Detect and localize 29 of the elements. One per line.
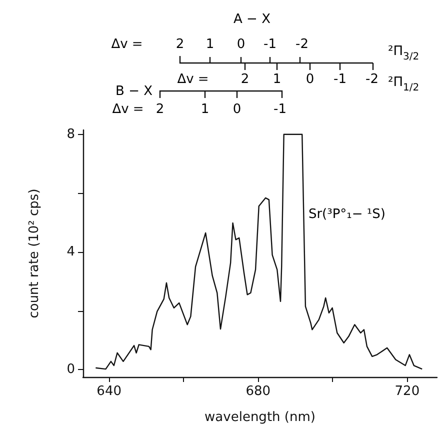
text: Δv = — [111, 37, 143, 52]
text: 1 — [272, 72, 282, 87]
text: 0 — [232, 102, 242, 117]
x-tick-label: 640 — [96, 384, 122, 399]
text: A − X — [234, 12, 271, 27]
text: -2 — [366, 72, 378, 87]
x-axis-title: wavelength (nm) — [204, 410, 316, 425]
text: -1 — [264, 37, 276, 52]
text: 1 — [200, 102, 210, 117]
y-axis-title: count rate (10² cps) — [27, 188, 42, 318]
x-tick-label: 680 — [246, 384, 271, 399]
text: Δv = — [177, 72, 209, 87]
text: -1 — [274, 102, 286, 117]
text: 2 — [240, 72, 250, 87]
annotation: Sr(³P°₁− ¹S) — [308, 206, 386, 222]
text: -2 — [296, 37, 308, 52]
x-tick-label: 720 — [394, 384, 420, 399]
text: 1 — [206, 37, 214, 52]
text: -1 — [334, 72, 346, 87]
text: 0 — [236, 37, 246, 52]
text: Δv = — [112, 102, 144, 117]
text: 2 — [176, 37, 184, 52]
y-tick-label: 8 — [66, 126, 75, 142]
y-tick-label: 0 — [66, 362, 75, 378]
text: 2 — [156, 102, 164, 117]
text: 0 — [306, 72, 314, 87]
line-series — [95, 134, 423, 370]
y-tick-label: 4 — [66, 244, 75, 260]
text: B − X — [116, 84, 153, 99]
